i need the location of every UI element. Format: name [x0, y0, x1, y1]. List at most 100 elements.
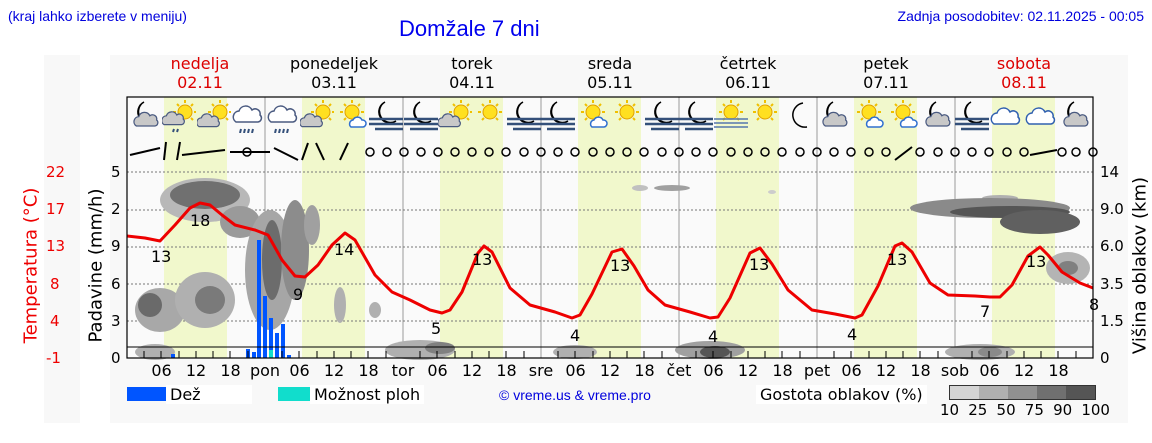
x-tick-label: 18	[358, 361, 379, 380]
cloud-height-tick: 14	[1100, 163, 1120, 181]
temp-label: 13	[151, 247, 172, 266]
precip-tick: 0	[111, 349, 121, 367]
temp-tick: 4	[50, 312, 60, 330]
moon-icon	[783, 99, 817, 133]
temp-label: 4	[847, 325, 858, 344]
temp-label: 13	[610, 256, 631, 275]
moon-fog-icon	[403, 99, 438, 133]
wind-row	[129, 141, 1058, 161]
moon-fog-icon	[679, 99, 714, 133]
x-tick-label: 12	[461, 361, 483, 380]
temp-tick: -1	[46, 349, 61, 367]
cloud-density-scale	[949, 385, 1096, 400]
temp-label: 13	[1026, 252, 1047, 271]
sun-cloud-icon	[437, 99, 474, 133]
x-tick-label: 06	[427, 361, 448, 380]
cloud-rain-icon	[266, 99, 300, 134]
moon-cloud-icon	[817, 99, 851, 133]
cloud-density-label: Gostota oblakov (%)	[756, 385, 927, 404]
x-tick-label: 18	[496, 361, 517, 380]
temperature-line	[126, 201, 1094, 320]
temp-label: 9	[293, 285, 304, 304]
location-hint[interactable]: (kraj lahko izberete v meniju)	[8, 8, 187, 24]
x-tick-label: 06	[565, 361, 586, 380]
temp-label: 13	[749, 255, 770, 274]
showers-legend-label: Možnost ploh	[310, 385, 425, 404]
page-title: Domžale 7 dni	[399, 16, 540, 41]
moon-fog-icon	[644, 99, 679, 133]
sun-icon	[473, 99, 507, 133]
day-label: sobota 08.11	[996, 54, 1052, 92]
x-tick-label: 18	[910, 361, 931, 380]
copyright-link[interactable]: © vreme.us & vreme.pro	[499, 387, 651, 403]
x-tick-label: 12	[185, 361, 207, 380]
sun-small-cloud-icon	[886, 99, 920, 133]
x-tick-label: sob	[940, 361, 970, 380]
weather-icon-row	[128, 99, 1093, 134]
moon-fog-icon	[954, 99, 989, 133]
x-tick-label: tor	[391, 361, 415, 380]
x-tick-label: 06	[841, 361, 862, 380]
x-axis-labels: 06 12 18 pon 06 12 18 tor 06 12 18 sre 06 12 18 čet 06 12…	[0, 361, 1152, 381]
cloud-rain-icon	[231, 99, 265, 134]
last-update: Zadnja posodobitev: 02.11.2025 - 00:05	[897, 8, 1144, 24]
x-tick-label: 06	[703, 361, 724, 380]
cloud-height-tick: 6.0	[1100, 237, 1124, 255]
temp-label: 14	[334, 240, 355, 259]
x-tick-label: čet	[666, 361, 692, 380]
moon-fog-icon	[369, 99, 404, 133]
sun-icon	[748, 99, 782, 133]
temp-label: 5	[431, 319, 442, 338]
daylight-bands	[164, 97, 1055, 358]
temp-tick: 13	[46, 237, 66, 255]
temp-tick: 22	[46, 163, 66, 181]
sun-cloud-drizzle-icon	[161, 99, 198, 133]
cloud-density-ticks: 10 25 50 75 90 100	[940, 401, 1110, 419]
precip-tick: 9	[111, 237, 121, 255]
day-label: torek 04.11	[449, 54, 495, 92]
cloud-height-tick: 0	[1100, 349, 1110, 367]
moon-cloud-icon	[1058, 99, 1092, 133]
precip-axis-title: Padavine (mm/h)	[85, 188, 107, 343]
moon-fog-icon	[506, 99, 541, 133]
sun-small-cloud-icon	[335, 99, 369, 133]
temp-label: 18	[190, 211, 211, 230]
rain-legend-swatch	[127, 387, 175, 401]
showers-bar	[269, 350, 273, 358]
x-tick-label: sre	[528, 361, 554, 380]
sun-small-cloud-icon	[852, 99, 886, 133]
x-tick-label: 12	[1013, 361, 1035, 380]
x-tick-label: 18	[1048, 361, 1069, 380]
day-label: petek 07.11	[863, 54, 909, 92]
temp-label: 8	[1089, 295, 1100, 314]
temp-label: 4	[570, 326, 581, 345]
temp-tick: 8	[50, 275, 60, 293]
x-tick-label: 18	[772, 361, 793, 380]
cloud-icon	[1024, 99, 1058, 133]
moon-cloud-icon	[128, 99, 162, 133]
temp-label: 4	[708, 327, 719, 346]
sun-icon	[610, 99, 644, 133]
cloud-height-tick: 9.0	[1100, 200, 1124, 218]
x-tick-label: 12	[737, 361, 759, 380]
sun-small-cloud-icon	[576, 99, 610, 133]
temp-label: 7	[980, 302, 991, 321]
temp-label: 13	[887, 250, 908, 269]
sun-cloud-icon	[196, 99, 232, 133]
cloud-height-tick: 3.5	[1100, 275, 1124, 293]
day-label: ponedeljek 03.11	[290, 54, 378, 92]
cloud-icon	[989, 99, 1023, 133]
x-tick-label: 06	[289, 361, 310, 380]
hour-ticks	[143, 351, 1077, 358]
precip-tick: 5	[111, 163, 121, 181]
temp-tick: 17	[46, 200, 66, 218]
x-tick-label: 06	[979, 361, 1000, 380]
precip-tick: 2	[111, 200, 121, 218]
x-tick-label: 06	[151, 361, 172, 380]
x-tick-label: 18	[634, 361, 655, 380]
precip-tick: 6	[111, 275, 121, 293]
temp-label: 13	[472, 250, 493, 269]
cloud-height-tick: 1.5	[1100, 312, 1124, 330]
moon-cloud-icon	[920, 99, 954, 133]
